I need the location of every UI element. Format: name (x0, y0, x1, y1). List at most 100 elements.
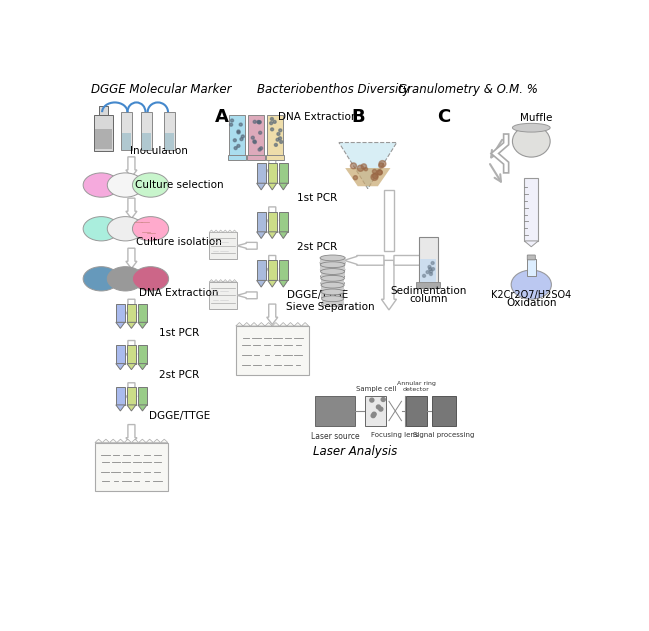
Text: DNA Extraction: DNA Extraction (140, 288, 219, 298)
FancyBboxPatch shape (138, 387, 147, 405)
FancyBboxPatch shape (127, 387, 136, 405)
Text: DGGE/TTGE: DGGE/TTGE (149, 411, 210, 421)
FancyBboxPatch shape (266, 155, 284, 160)
FancyBboxPatch shape (229, 115, 245, 156)
Circle shape (421, 276, 424, 279)
Circle shape (376, 414, 380, 418)
Circle shape (377, 407, 381, 411)
FancyBboxPatch shape (122, 133, 131, 150)
Circle shape (428, 267, 431, 270)
Polygon shape (146, 439, 153, 442)
Circle shape (270, 130, 273, 133)
Circle shape (374, 174, 380, 180)
Polygon shape (394, 256, 434, 265)
FancyBboxPatch shape (95, 129, 112, 149)
Circle shape (367, 167, 371, 172)
FancyBboxPatch shape (256, 261, 265, 280)
Polygon shape (237, 292, 257, 298)
Ellipse shape (321, 289, 344, 295)
Polygon shape (126, 198, 137, 218)
Circle shape (356, 173, 361, 177)
Text: Annular ring
detector: Annular ring detector (397, 380, 435, 391)
Ellipse shape (321, 294, 344, 300)
Ellipse shape (513, 123, 550, 132)
Ellipse shape (321, 262, 345, 268)
FancyBboxPatch shape (321, 292, 344, 297)
Polygon shape (126, 299, 137, 320)
Circle shape (231, 134, 234, 138)
Polygon shape (209, 280, 214, 282)
Polygon shape (127, 405, 136, 411)
Text: Sedimentation: Sedimentation (390, 286, 467, 297)
Text: DGGE Molecular Marker: DGGE Molecular Marker (91, 83, 232, 96)
Text: 2st PCR: 2st PCR (159, 370, 199, 379)
Polygon shape (258, 322, 265, 326)
FancyBboxPatch shape (365, 396, 386, 425)
Polygon shape (209, 230, 214, 232)
Circle shape (352, 165, 356, 169)
FancyBboxPatch shape (524, 178, 538, 241)
Text: Oxidation: Oxidation (506, 298, 557, 308)
Circle shape (378, 165, 382, 169)
Polygon shape (116, 405, 125, 411)
Polygon shape (232, 280, 237, 282)
Polygon shape (223, 280, 228, 282)
FancyBboxPatch shape (321, 298, 344, 304)
Polygon shape (218, 280, 223, 282)
Ellipse shape (132, 267, 169, 291)
Circle shape (427, 270, 430, 273)
Circle shape (269, 142, 272, 144)
Circle shape (236, 148, 239, 151)
Polygon shape (126, 341, 137, 361)
FancyBboxPatch shape (138, 304, 147, 322)
Polygon shape (268, 232, 276, 239)
Circle shape (251, 122, 254, 125)
FancyBboxPatch shape (315, 396, 355, 425)
Text: Bacteriobenthos Diversity: Bacteriobenthos Diversity (257, 83, 410, 96)
Ellipse shape (107, 267, 143, 291)
Circle shape (252, 124, 255, 127)
Circle shape (258, 122, 261, 125)
FancyBboxPatch shape (164, 112, 175, 150)
Circle shape (254, 129, 258, 132)
Ellipse shape (83, 267, 119, 291)
Ellipse shape (513, 126, 550, 157)
FancyBboxPatch shape (93, 115, 113, 151)
Circle shape (271, 148, 274, 151)
FancyBboxPatch shape (228, 155, 246, 160)
Ellipse shape (321, 275, 345, 281)
Circle shape (427, 267, 430, 269)
FancyBboxPatch shape (141, 112, 152, 150)
Polygon shape (214, 280, 218, 282)
Circle shape (252, 122, 255, 125)
Polygon shape (267, 157, 278, 177)
Ellipse shape (83, 173, 119, 197)
Polygon shape (116, 322, 125, 328)
Circle shape (231, 119, 234, 122)
Circle shape (238, 151, 241, 153)
FancyBboxPatch shape (138, 345, 147, 363)
Text: A: A (215, 108, 229, 126)
Circle shape (428, 269, 432, 271)
FancyBboxPatch shape (267, 115, 284, 156)
Circle shape (369, 406, 373, 410)
Circle shape (275, 145, 278, 148)
Polygon shape (223, 230, 228, 232)
Polygon shape (267, 207, 278, 227)
FancyBboxPatch shape (256, 212, 265, 232)
FancyBboxPatch shape (416, 282, 440, 288)
Polygon shape (265, 322, 273, 326)
FancyBboxPatch shape (256, 163, 265, 183)
Ellipse shape (83, 216, 119, 241)
Circle shape (371, 163, 377, 170)
Text: Inoculation: Inoculation (130, 146, 188, 156)
FancyBboxPatch shape (321, 265, 345, 269)
Polygon shape (279, 183, 288, 190)
FancyBboxPatch shape (279, 261, 288, 280)
FancyBboxPatch shape (420, 259, 436, 281)
Polygon shape (126, 248, 137, 269)
FancyBboxPatch shape (121, 112, 132, 150)
Text: Signal processing: Signal processing (413, 432, 474, 438)
Text: Laser source: Laser source (311, 432, 360, 441)
FancyBboxPatch shape (116, 345, 125, 363)
